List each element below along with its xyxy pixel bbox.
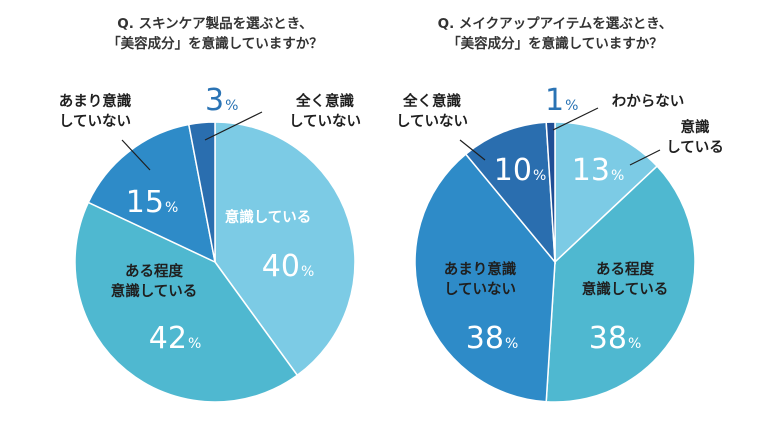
data-label: 42%	[149, 321, 202, 356]
pie-slice	[545, 165, 696, 403]
slice-label: 全く意識していない	[396, 92, 468, 130]
chart-title-line: Q. スキンケア製品を選ぶとき、	[117, 15, 312, 32]
pie-slice	[464, 121, 556, 265]
leader-line	[629, 149, 661, 166]
data-label: 38%	[589, 321, 642, 356]
pie-slice	[554, 121, 659, 264]
pie-slice	[545, 121, 556, 263]
chart-title-line: 「美容成分」を意識していますか？	[447, 35, 663, 52]
leader-line	[121, 139, 151, 171]
data-label: 15%	[126, 185, 179, 220]
data-label: 38%	[466, 321, 519, 356]
slice-label: ある程度意識している	[111, 262, 198, 300]
leader-line	[459, 139, 486, 161]
slice-label: 全く意識していない	[289, 92, 361, 130]
data-label: 10%	[494, 153, 547, 188]
slice-label: あまり意識していない	[59, 92, 132, 130]
leader-line	[204, 111, 263, 141]
pie-chart-2: Q. メイクアップアイテムを選ぶとき、「美容成分」を意識していますか？ 意識してい…	[396, 16, 724, 403]
slice-label: あまり意識していない	[444, 260, 517, 298]
chart-title-line: 「美容成分」を意識していますか？	[107, 35, 323, 52]
pie-slice	[414, 153, 556, 403]
data-label: 13%	[572, 153, 625, 188]
pie-slice	[74, 201, 299, 403]
pie-slice	[214, 121, 356, 377]
slice-label: 意識している	[666, 118, 724, 156]
slice-label: わからない	[612, 93, 685, 110]
slice-label: ある程度意識している	[582, 260, 669, 298]
pie-slice	[187, 121, 216, 263]
leader-line	[552, 107, 599, 131]
data-label: 40%	[262, 249, 315, 284]
pie-slice	[87, 123, 217, 264]
data-label: 3%	[205, 83, 238, 118]
pie-chart-1: Q. スキンケア製品を選ぶとき、「美容成分」を意識していますか？ 意識している 40…	[59, 15, 361, 403]
chart-title-line: Q. メイクアップアイテムを選ぶとき、	[438, 16, 673, 32]
data-label: 1%	[545, 83, 578, 118]
slice-label: 意識している	[225, 208, 312, 226]
